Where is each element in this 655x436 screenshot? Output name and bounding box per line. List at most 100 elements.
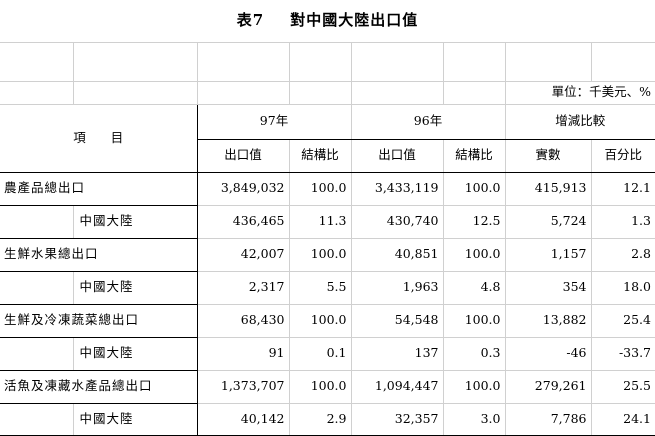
change-amount: -46: [504, 337, 592, 371]
value-97: 68,430: [197, 304, 290, 338]
share-96: 100.0: [443, 370, 506, 404]
value-96: 430,740: [350, 205, 444, 239]
change-amount: 279,261: [504, 370, 592, 404]
share-96: 12.5: [443, 205, 506, 239]
table-row: 中國大陸 40,142 2.9 32,357 3.0 7,786 24.1: [0, 403, 655, 436]
value-96: 137: [350, 337, 444, 371]
table-row: 中國大陸 2,317 5.5 1,963 4.8 354 18.0: [0, 271, 655, 305]
indent-cell: [0, 271, 74, 305]
value-97: 1,373,707: [197, 370, 290, 404]
header-item: 項 目: [0, 103, 198, 173]
change-amount: 7,786: [504, 403, 592, 436]
share-97: 100.0: [289, 172, 352, 206]
change-amount: 13,882: [504, 304, 592, 338]
share-96: 100.0: [443, 304, 506, 338]
empty-cell[interactable]: [73, 42, 198, 82]
header-year-96: 96年: [350, 103, 506, 140]
unit-label: 單位：千美元、%: [505, 81, 655, 105]
header-export-value-97: 出口值: [197, 139, 290, 173]
change-amount: 354: [504, 271, 592, 305]
empty-cell[interactable]: [289, 42, 352, 82]
indent-cell: [0, 205, 74, 239]
row-label: 中國大陸: [72, 271, 198, 305]
value-97: 42,007: [197, 238, 290, 272]
change-percent: 25.4: [591, 304, 655, 338]
change-amount: 5,724: [504, 205, 592, 239]
header-change: 增減比較: [504, 103, 655, 140]
table-title: 表7 對中國大陸出口值: [0, 0, 655, 43]
value-97: 91: [197, 337, 290, 371]
change-percent: 1.3: [591, 205, 655, 239]
table-row: 活魚及凍藏水產品總出口 1,373,707 100.0 1,094,447 10…: [0, 370, 655, 404]
empty-cell[interactable]: [443, 81, 506, 105]
table-number: 表7: [236, 11, 265, 30]
empty-cell[interactable]: [289, 81, 352, 105]
empty-cell[interactable]: [73, 81, 198, 105]
header-export-value-96: 出口值: [350, 139, 444, 173]
unit-row: 單位：千美元、%: [0, 81, 655, 105]
change-amount: 1,157: [504, 238, 592, 272]
header-share-97: 結構比: [289, 139, 352, 173]
empty-cell[interactable]: [505, 42, 592, 82]
row-label: 中國大陸: [72, 205, 198, 239]
value-97: 2,317: [197, 271, 290, 305]
value-97: 3,849,032: [197, 172, 290, 206]
indent-cell: [0, 403, 74, 436]
share-96: 0.3: [443, 337, 506, 371]
share-97: 5.5: [289, 271, 352, 305]
share-96: 100.0: [443, 172, 506, 206]
empty-cell[interactable]: [351, 81, 444, 105]
title-row: 表7 對中國大陸出口值: [0, 0, 655, 43]
share-97: 2.9: [289, 403, 352, 436]
row-label: 生鮮及冷凍蔬菜總出口: [0, 304, 198, 338]
change-percent: 12.1: [591, 172, 655, 206]
table-row: 農產品總出口 3,849,032 100.0 3,433,119 100.0 4…: [0, 172, 655, 206]
change-amount: 415,913: [504, 172, 592, 206]
indent-cell: [0, 337, 74, 371]
table-row: 中國大陸 91 0.1 137 0.3 -46 -33.7: [0, 337, 655, 371]
table-row: 生鮮水果總出口 42,007 100.0 40,851 100.0 1,157 …: [0, 238, 655, 272]
empty-cell[interactable]: [443, 42, 506, 82]
empty-cell[interactable]: [0, 42, 74, 82]
share-97: 100.0: [289, 238, 352, 272]
value-96: 32,357: [350, 403, 444, 436]
row-label: 活魚及凍藏水產品總出口: [0, 370, 198, 404]
value-96: 54,548: [350, 304, 444, 338]
value-96: 3,433,119: [350, 172, 444, 206]
empty-cell[interactable]: [197, 42, 290, 82]
share-96: 3.0: [443, 403, 506, 436]
change-percent: 2.8: [591, 238, 655, 272]
header-share-96: 結構比: [443, 139, 506, 173]
header-year-97: 97年: [197, 103, 352, 140]
header-row-years: 項 目 97年 96年 增減比較: [0, 103, 655, 173]
change-percent: 24.1: [591, 403, 655, 436]
header-row-columns: 出口值 結構比 出口值 結構比 實數 百分比: [0, 139, 655, 173]
change-percent: -33.7: [591, 337, 655, 371]
share-96: 100.0: [443, 238, 506, 272]
value-96: 1,963: [350, 271, 444, 305]
share-97: 100.0: [289, 304, 352, 338]
value-97: 436,465: [197, 205, 290, 239]
empty-cell[interactable]: [591, 42, 655, 82]
header-amount: 實數: [504, 139, 592, 173]
value-96: 40,851: [350, 238, 444, 272]
empty-cell[interactable]: [351, 42, 444, 82]
value-97: 40,142: [197, 403, 290, 436]
row-label: 中國大陸: [72, 337, 198, 371]
row-label: 生鮮水果總出口: [0, 238, 198, 272]
share-97: 100.0: [289, 370, 352, 404]
change-percent: 18.0: [591, 271, 655, 305]
table-row: 中國大陸 436,465 11.3 430,740 12.5 5,724 1.3: [0, 205, 655, 239]
empty-cell[interactable]: [197, 81, 290, 105]
row-label: 中國大陸: [72, 403, 198, 436]
share-96: 4.8: [443, 271, 506, 305]
value-96: 1,094,447: [350, 370, 444, 404]
share-97: 11.3: [289, 205, 352, 239]
empty-row: [0, 42, 655, 82]
empty-cell[interactable]: [0, 81, 74, 105]
share-97: 0.1: [289, 337, 352, 371]
header-percent: 百分比: [591, 139, 655, 173]
row-label: 農產品總出口: [0, 172, 198, 206]
